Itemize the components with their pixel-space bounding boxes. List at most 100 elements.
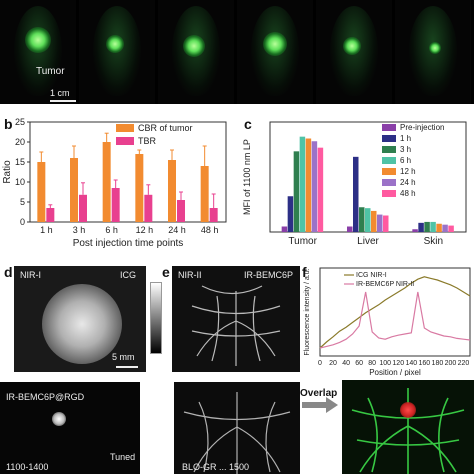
- mouse-image-4: [237, 0, 313, 104]
- legend-label: 1 h: [400, 134, 411, 143]
- panel-g-image-1: IR-BEMC6P@RGD 1100-1400 Tuned: [0, 382, 140, 474]
- panel-g-image-2: BLO-GR ... 1500: [174, 382, 300, 474]
- overlap-label: Overlap: [300, 388, 338, 399]
- bar-pre-injection: [412, 229, 418, 232]
- panel-letter-c: c: [244, 116, 252, 132]
- y-tick-label: 20: [15, 137, 25, 147]
- legend-label: ICG NIR-I: [356, 272, 387, 279]
- tumor-glow: [25, 27, 51, 53]
- x-tick-label: Tumor: [288, 236, 317, 247]
- legend-label: 48 h: [400, 189, 416, 198]
- x-tick-label: 48 h: [201, 225, 219, 235]
- tumor-glow: [343, 37, 361, 55]
- legend-label: 24 h: [400, 178, 416, 187]
- y-tick-label: 15: [15, 157, 25, 167]
- line-ir-bemc6p-nir-ii: [319, 291, 471, 349]
- bottom-mid-label: BLO-GR ... 1500: [182, 462, 250, 472]
- panel-letter-f: f: [302, 264, 307, 280]
- legend-swatch: [382, 157, 396, 164]
- legend-label: CBR of tumor: [138, 123, 193, 133]
- legend-swatch: [116, 124, 134, 132]
- bar-cbr-of-tumor: [168, 160, 176, 222]
- x-tick-label: Liver: [357, 236, 379, 247]
- line-icg-nir-i: [319, 276, 471, 349]
- bar-12-h: [305, 138, 312, 232]
- bar-tbr: [177, 200, 185, 222]
- scale-bar-d-line: [116, 366, 138, 368]
- bar-24-h: [377, 214, 383, 232]
- y-tick-label: 25: [15, 117, 25, 127]
- plot-frame: [319, 267, 471, 357]
- bar-tbr: [46, 208, 55, 222]
- chart-f: 0 20 40 60 80 100 120 140 160 180 200 220 Position /…: [304, 267, 471, 376]
- bar-24-h: [442, 224, 448, 232]
- bar-48-h: [448, 225, 454, 232]
- rgd-spot: [52, 412, 66, 426]
- legend-label: Pre-injection: [400, 123, 444, 132]
- scale-bar-line: [50, 100, 76, 102]
- panel-g-image-3: [342, 380, 474, 474]
- bar-cbr-of-tumor: [200, 166, 209, 222]
- tumor-glow: [106, 35, 124, 53]
- legend-label: 3 h: [400, 145, 411, 154]
- mouse-image-1: [0, 0, 76, 104]
- tumor-label: Tumor: [36, 66, 65, 77]
- bar-48-h: [317, 147, 324, 232]
- legend-label: 6 h: [400, 156, 411, 165]
- y-tick-label: 10: [15, 177, 25, 187]
- x-tick-label: 0: [318, 360, 322, 367]
- legend-swatch: [116, 137, 134, 145]
- bar-tbr: [111, 188, 120, 222]
- bar-cbr-of-tumor: [102, 142, 111, 222]
- rgd-label: IR-BEMC6P@RGD: [6, 392, 85, 402]
- panel-a-strip: Tumor 1 cm: [0, 0, 474, 104]
- y-tick-label: 0: [20, 217, 25, 227]
- scale-bar-label: 1 cm: [50, 88, 70, 98]
- panel-d-image: NIR-I ICG 5 mm: [14, 266, 146, 372]
- x-tick-label: 3 h: [73, 225, 86, 235]
- mouse-image-3: [158, 0, 234, 104]
- y-axis-label: Fluorescence intensity / a.u.: [304, 268, 311, 355]
- bar-12-h: [436, 223, 442, 232]
- bar-6-h: [299, 136, 306, 232]
- mouse-image-6: [395, 0, 471, 104]
- legend-label: TBR: [138, 136, 157, 146]
- x-tick-label: 20: [329, 360, 337, 367]
- legend-swatch: [382, 124, 396, 131]
- x-tick-label: Skin: [424, 236, 443, 247]
- x-tick-label: 180: [432, 360, 444, 367]
- legend-label: IR-BEMC6P NIR-II: [356, 281, 414, 288]
- bottom-left-label: 1100-1400: [6, 462, 49, 472]
- bar-24-h: [311, 141, 318, 232]
- nir-i-label: NIR-I: [20, 270, 41, 280]
- bar-1-h: [287, 196, 294, 232]
- tumor-glow: [429, 42, 441, 54]
- bar-3-h: [293, 151, 300, 232]
- bar-cbr-of-tumor: [135, 154, 144, 222]
- panel-letter-e: e: [162, 264, 170, 280]
- chart-b: 0 5 10 15 20 25 1 h 3 h 6 h 12 h 24 h 48 h Post inje…: [2, 117, 227, 249]
- vessel-network: [191, 285, 281, 366]
- bar-cbr-of-tumor: [37, 162, 46, 222]
- x-tick-label: 12 h: [136, 225, 154, 235]
- bar-pre-injection: [347, 226, 353, 232]
- y-axis-label: Ratio: [2, 160, 13, 184]
- nir-ii-label: NIR-II: [178, 270, 202, 280]
- bar-48-h: [383, 215, 389, 232]
- x-axis-label: Post injection time points: [73, 238, 184, 249]
- x-tick-label: 24 h: [168, 225, 186, 235]
- colorbar: [150, 282, 162, 354]
- tumor-glow: [183, 35, 205, 57]
- y-tick-label: 5: [20, 197, 25, 207]
- legend-swatch: [382, 135, 396, 142]
- icg-label: ICG: [120, 270, 137, 280]
- x-axis-label: Position / pixel: [369, 368, 421, 376]
- mouse-image-5: [316, 0, 392, 104]
- vessel-network-g: [183, 392, 291, 474]
- legend-swatch: [382, 179, 396, 186]
- plot-frame: [29, 121, 227, 223]
- x-tick-label: 120: [392, 360, 404, 367]
- legend-swatch: [382, 146, 396, 153]
- bar-1-h: [418, 222, 424, 232]
- bar-pre-injection: [281, 226, 288, 232]
